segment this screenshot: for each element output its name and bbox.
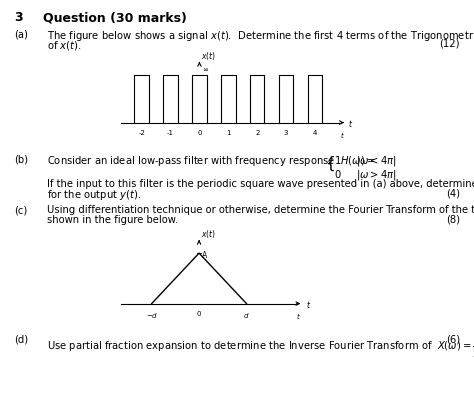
Text: $t$: $t$ (306, 298, 311, 309)
Text: -1: -1 (167, 129, 174, 135)
Text: 0: 0 (197, 310, 201, 316)
Text: $\infty$: $\infty$ (202, 67, 209, 73)
Text: $t$: $t$ (296, 310, 301, 320)
Text: (b): (b) (14, 154, 28, 164)
Text: (12): (12) (439, 39, 460, 49)
Text: $x(t)$: $x(t)$ (201, 228, 217, 239)
Text: Consider an ideal low-pass filter with frequency response  $H(\omega) =$: Consider an ideal low-pass filter with f… (47, 154, 376, 168)
Text: $0$     $|\omega > 4\pi|$: $0$ $|\omega > 4\pi|$ (334, 168, 397, 182)
Text: $\{$: $\{$ (325, 154, 335, 172)
Text: The figure below shows a signal $x(t)$.  Determine the first 4 terms of the Trig: The figure below shows a signal $x(t)$. … (47, 29, 474, 43)
Text: 3: 3 (14, 11, 23, 24)
Text: 3: 3 (284, 129, 288, 135)
Text: shown in the figure below.: shown in the figure below. (47, 214, 179, 224)
Text: (a): (a) (14, 29, 28, 39)
Text: $x(t)$: $x(t)$ (201, 50, 216, 62)
Text: $t$: $t$ (348, 118, 354, 129)
Text: $1$     $|\omega < 4\pi|$: $1$ $|\omega < 4\pi|$ (334, 154, 397, 168)
Text: $t$: $t$ (340, 129, 345, 139)
Text: Using differentiation technique or otherwise, determine the Fourier Transform of: Using differentiation technique or other… (47, 205, 474, 215)
Text: $d$: $d$ (243, 310, 250, 319)
Text: Question (30 marks): Question (30 marks) (43, 11, 187, 24)
Text: 4: 4 (313, 129, 317, 135)
Text: Use partial fraction expansion to determine the Inverse Fourier Transform of  $X: Use partial fraction expansion to determ… (47, 334, 474, 361)
Text: for the output $y(t)$.: for the output $y(t)$. (47, 188, 142, 202)
Text: -2: -2 (138, 129, 145, 135)
Text: 1: 1 (226, 129, 230, 135)
Text: of $x(t)$.: of $x(t)$. (47, 39, 82, 52)
Text: (8): (8) (446, 214, 460, 224)
Text: 0: 0 (197, 129, 201, 135)
Text: (d): (d) (14, 334, 28, 344)
Text: A: A (202, 250, 208, 259)
Text: 2: 2 (255, 129, 259, 135)
Text: $-d$: $-d$ (146, 310, 158, 319)
Text: If the input to this filter is the periodic square wave presented in (a) above, : If the input to this filter is the perio… (47, 178, 474, 188)
Text: (c): (c) (14, 205, 27, 215)
Text: (6): (6) (446, 334, 460, 344)
Text: (4): (4) (446, 188, 460, 198)
